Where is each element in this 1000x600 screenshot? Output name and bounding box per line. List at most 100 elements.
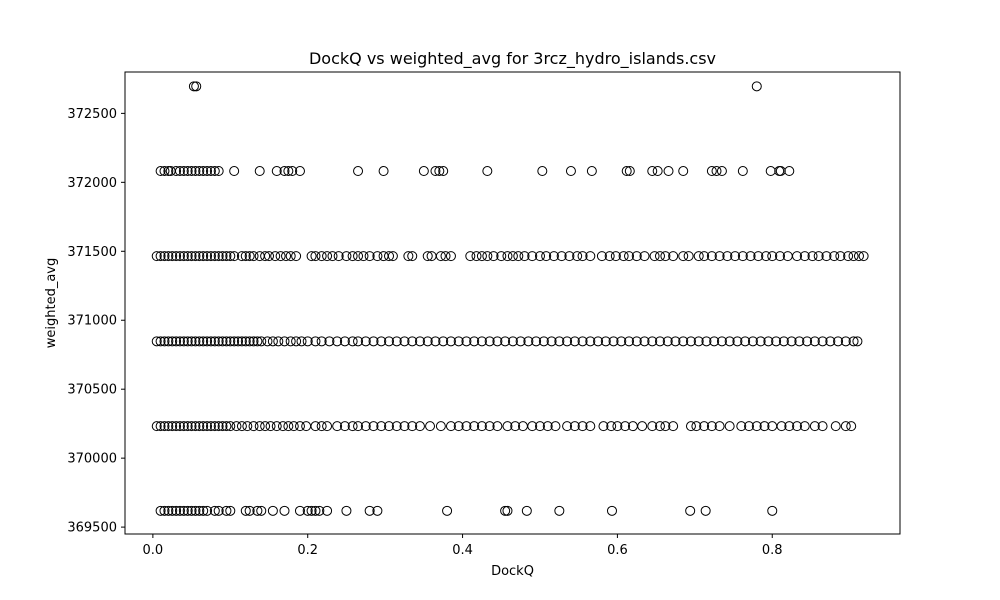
data-point (399, 421, 410, 432)
data-point (225, 421, 236, 432)
data-point (577, 421, 588, 432)
data-point (178, 251, 189, 262)
data-point (482, 166, 493, 177)
data-point (714, 421, 725, 432)
data-point (178, 336, 189, 347)
data-point (264, 251, 275, 262)
data-point (564, 251, 575, 262)
data-point (209, 336, 220, 347)
data-point (649, 251, 660, 262)
data-point (442, 505, 453, 516)
data-point (693, 336, 704, 347)
data-point (670, 336, 681, 347)
data-point (706, 251, 717, 262)
data-point (225, 505, 236, 516)
data-point (314, 505, 325, 516)
data-point (178, 166, 189, 177)
data-point (322, 421, 333, 432)
data-point (813, 251, 824, 262)
data-point (242, 421, 253, 432)
data-point (794, 336, 805, 347)
data-point (521, 505, 532, 516)
data-point (403, 251, 414, 262)
data-point (792, 421, 803, 432)
data-point (167, 336, 178, 347)
data-point (700, 505, 711, 516)
x-tick-label: 0.0 (143, 543, 164, 558)
data-point (825, 336, 836, 347)
data-point (624, 166, 635, 177)
data-point (322, 251, 333, 262)
x-tick-label: 0.4 (452, 543, 473, 558)
data-point (283, 421, 294, 432)
data-point (310, 251, 321, 262)
data-point (706, 421, 717, 432)
data-point (341, 505, 352, 516)
data-point (254, 251, 265, 262)
data-point (310, 336, 321, 347)
data-point (287, 166, 298, 177)
data-point (846, 421, 857, 432)
data-point (492, 336, 503, 347)
x-tick-label: 0.2 (297, 543, 318, 558)
x-tick-label: 0.6 (607, 543, 628, 558)
data-point (407, 336, 418, 347)
data-point (519, 251, 530, 262)
data-point (513, 251, 524, 262)
data-point (198, 336, 209, 347)
data-point (384, 421, 395, 432)
data-point (186, 251, 197, 262)
data-point (476, 251, 487, 262)
data-point (809, 421, 820, 432)
data-point (163, 505, 174, 516)
data-point (414, 421, 425, 432)
data-point (407, 421, 418, 432)
data-point (683, 251, 694, 262)
data-point (737, 251, 748, 262)
data-point (248, 421, 259, 432)
data-point (562, 336, 573, 347)
data-point (358, 251, 369, 262)
data-point (294, 166, 305, 177)
data-point (482, 251, 493, 262)
data-point (279, 505, 290, 516)
data-point (471, 251, 482, 262)
data-point (751, 81, 762, 92)
data-point (496, 251, 507, 262)
data-point (275, 251, 286, 262)
data-point (285, 251, 296, 262)
data-point (848, 336, 859, 347)
data-point (484, 421, 495, 432)
data-point (565, 166, 576, 177)
data-point (577, 336, 588, 347)
data-point (260, 251, 271, 262)
data-point (740, 336, 751, 347)
data-point (488, 251, 499, 262)
data-point (347, 421, 358, 432)
data-point (786, 336, 797, 347)
y-tick-label: 372000 (67, 176, 117, 191)
data-point (316, 251, 327, 262)
data-point (751, 421, 762, 432)
data-point (604, 251, 615, 262)
data-point (167, 251, 178, 262)
data-point (744, 421, 755, 432)
data-point (596, 251, 607, 262)
data-point (809, 336, 820, 347)
data-point (182, 505, 193, 516)
data-point (502, 421, 513, 432)
y-tick-label: 371000 (67, 314, 117, 329)
data-point (327, 251, 338, 262)
data-point (569, 336, 580, 347)
data-point (163, 421, 174, 432)
chart-title: DockQ vs weighted_avg for 3rcz_hydro_isl… (309, 49, 716, 69)
data-point (663, 166, 674, 177)
y-tick-label: 372500 (67, 107, 117, 122)
data-point (660, 421, 671, 432)
data-point (194, 336, 205, 347)
data-point (213, 251, 224, 262)
data-point (378, 251, 389, 262)
data-point (709, 336, 720, 347)
data-point (391, 421, 402, 432)
